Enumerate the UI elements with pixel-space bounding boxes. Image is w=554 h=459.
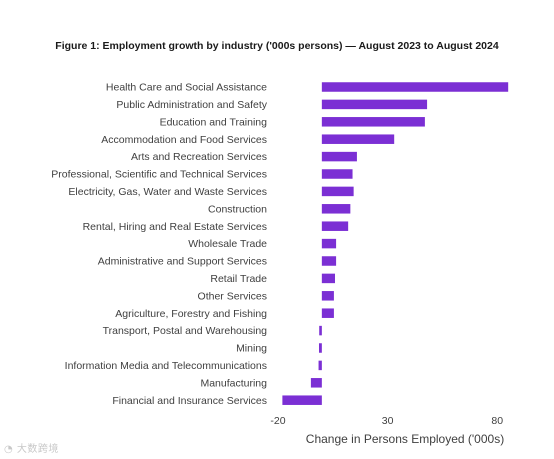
category-label: Wholesale Trade (188, 238, 267, 250)
category-label: Transport, Postal and Warehousing (103, 325, 268, 337)
category-labels-group: Health Care and Social Assistance Public … (51, 82, 267, 407)
category-label: Agriculture, Forestry and Fishing (115, 308, 267, 320)
category-label: Retail Trade (210, 273, 267, 285)
category-label: Health Care and Social Assistance (106, 82, 267, 94)
category-label: Rental, Hiring and Real Estate Services (83, 221, 267, 233)
chart-title: Figure 1: Employment growth by industry … (55, 40, 499, 52)
category-label: Electricity, Gas, Water and Waste Servic… (68, 186, 267, 198)
category-label: Education and Training (160, 116, 268, 128)
category-label: Information Media and Telecommunications (65, 360, 267, 372)
bar-9 (321, 238, 337, 249)
bar-17 (310, 378, 322, 388)
category-label: Arts and Recreation Services (131, 151, 267, 163)
category-label: Administrative and Support Services (98, 256, 267, 268)
bar-2 (321, 117, 425, 127)
bar-16 (318, 360, 322, 371)
bar-15 (318, 343, 322, 353)
bar-0 (321, 82, 509, 92)
category-label: Professional, Scientific and Technical S… (51, 169, 267, 181)
bar-7 (321, 204, 351, 214)
bar-8 (321, 221, 349, 231)
category-label: Other Services (198, 290, 267, 302)
tick-labels-group: -20 30 80 (270, 415, 503, 427)
bar-18 (282, 395, 322, 405)
bar-1 (321, 99, 428, 110)
bar-6 (321, 186, 354, 197)
category-label: Accommodation and Food Services (101, 134, 267, 146)
bar-13 (321, 308, 334, 318)
bar-12 (321, 291, 334, 301)
watermark-icon: ◔ (4, 444, 14, 455)
bar-5 (321, 169, 353, 179)
category-label: Public Administration and Safety (116, 99, 267, 111)
x-tick-label: 80 (491, 415, 503, 427)
watermark-logo: ◔ 大数跨境 (4, 440, 59, 455)
x-tick-label: 30 (382, 415, 394, 427)
watermark-text: 大数跨境 (16, 444, 59, 455)
category-label: Construction (208, 203, 267, 215)
bar-4 (321, 151, 357, 162)
bars-group (282, 82, 509, 405)
x-tick-label: -20 (270, 415, 285, 427)
bar-11 (321, 273, 335, 284)
bar-3 (321, 134, 395, 144)
bar-14 (319, 325, 322, 336)
bar-10 (321, 256, 337, 266)
x-axis-title: Change in Persons Employed ('000s) (306, 432, 504, 446)
category-label: Mining (236, 343, 267, 355)
category-label: Manufacturing (200, 377, 267, 389)
category-label: Financial and Insurance Services (112, 395, 267, 407)
